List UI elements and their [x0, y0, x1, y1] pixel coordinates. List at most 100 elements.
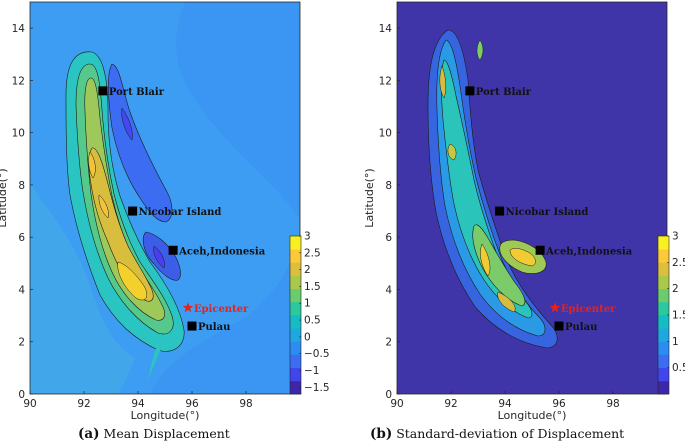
panel-a-axes: 90 92 94 96 98 0 2 4 6 8 10 12 14 Longitude(°) Latitud… [0, 23, 253, 422]
colorbar-segment [290, 341, 301, 355]
colorbar-tick-label: 2 [304, 264, 311, 276]
panel-b-blob-north-2 [476, 39, 484, 61]
location-label: Epicenter [561, 304, 616, 315]
panel-b-colorbar: 3 2.5 2 1.5 1 0.5 [657, 231, 685, 395]
colorbar-tick-label: −0.5 [304, 348, 330, 360]
colorbar-segment [290, 354, 301, 369]
epicenter-star [182, 302, 194, 313]
panel-b-blob-north [439, 65, 446, 99]
colorbar-tick-label: 1 [304, 298, 311, 310]
panel-b-blob-mid [480, 243, 491, 277]
location-marker [128, 206, 138, 216]
panel-b-contour-4 [472, 224, 526, 307]
colorbar-segment [658, 236, 669, 250]
x-tick-label: 96 [552, 398, 566, 410]
panel-a: 90 92 94 96 9802468101214Longitude(°)Latitud… [0, 1, 330, 422]
colorbar-tick-label: 3 [304, 231, 311, 243]
location-marker [535, 245, 545, 255]
panel-b: 90 92 94 96 9802468101214Longitude(°)Latitud… [363, 1, 685, 422]
panel-a-hotspot-3 [98, 194, 109, 219]
colorbar-segment [658, 354, 669, 369]
panel-a-sliver [148, 342, 162, 380]
panel-a-hotspot-2 [117, 261, 147, 301]
y-tick-label: 6 [18, 232, 25, 244]
y-tick-label: 2 [385, 337, 392, 349]
colorbar-segment [658, 328, 669, 342]
colorbar-tick-label: 0.5 [672, 362, 685, 374]
location-label: Aceh,Indonesia [545, 246, 633, 257]
colorbar-segment [658, 315, 669, 329]
panel-a-contour-4 [88, 147, 154, 302]
y-tick-label: 4 [385, 284, 392, 296]
location-label: Epicenter [194, 304, 249, 315]
panel-a-field [30, 2, 300, 394]
colorbar-tick-label: 0 [304, 331, 311, 343]
panel-b-caption: (b) Standard-deviation of Displacement [370, 426, 624, 442]
panel-a-low-core-2 [121, 107, 133, 141]
colorbar-segment [290, 367, 301, 382]
panel-b-frame [396, 1, 668, 395]
colorbar-segment [290, 328, 301, 342]
y-tick-label: 6 [385, 232, 392, 244]
panel-b-axes: 90 92 94 96 98 0 2 4 6 8 10 12 14 Longitude(°) Latitud… [363, 23, 620, 422]
location-marker [465, 86, 475, 96]
colorbar-segment [290, 262, 301, 276]
panel-a-low-core [153, 245, 165, 269]
panel-b-blob-aceh-core [509, 248, 536, 267]
x-tick-label: 98 [606, 398, 619, 410]
colorbar-tick-label: 2 [672, 283, 679, 295]
panel-a-low-zone [107, 63, 173, 223]
colorbar-segment [290, 288, 301, 303]
location-label: Aceh,Indonesia [178, 246, 266, 257]
y-axis-label: Latitude(°) [0, 168, 9, 227]
y-tick-label: 4 [18, 284, 25, 296]
colorbar-segment [658, 380, 669, 395]
x-tick-label: 94 [498, 398, 512, 410]
location-label: Port Blair [109, 87, 165, 98]
colorbar-tick-label: 2.5 [672, 257, 685, 269]
panel-a-caption: (a) Mean Displacement [78, 426, 230, 442]
colorbar-segment [658, 262, 669, 276]
x-tick-label: 90 [390, 398, 403, 410]
x-axis-label: Longitude(°) [498, 409, 567, 422]
y-tick-label: 10 [379, 128, 392, 140]
y-tick-label: 8 [385, 180, 392, 192]
colorbar-segment [658, 275, 669, 290]
location-label: Pulau [565, 322, 597, 333]
panel-b-contour-2 [436, 39, 546, 337]
x-tick-label: 90 [23, 398, 36, 410]
y-tick-label: 10 [12, 128, 25, 140]
colorbar-segment [290, 380, 301, 395]
colorbar-frame [289, 235, 302, 395]
y-tick-label: 14 [12, 23, 26, 35]
panel-a-colorbar: 3 2.5 2 1.5 1 0.5 0 −0.5 −1 −1.5 [289, 231, 330, 395]
x-tick-label: 94 [131, 398, 145, 410]
panel-b-field [397, 2, 667, 394]
panel-b-caption-text: Standard-deviation of Displacement [396, 426, 625, 441]
colorbar-tick-label: −1 [304, 365, 319, 377]
panel-a-caption-label: (a) [78, 426, 100, 442]
colorbar-segment [290, 301, 301, 316]
panel-a-region-east-zero [150, 2, 300, 394]
location-marker [554, 321, 564, 331]
y-tick-label: 0 [18, 389, 25, 401]
y-tick-label: 12 [379, 75, 392, 87]
panel-a-markers: Port Blair Nicobar Island Aceh,Indonesia Ep… [98, 86, 266, 333]
y-tick-label: 12 [12, 75, 25, 87]
location-label: Port Blair [476, 87, 532, 98]
colorbar-tick-label: 2.5 [304, 247, 321, 259]
location-marker [495, 206, 505, 216]
x-tick-label: 98 [239, 398, 252, 410]
colorbar-segment [290, 275, 301, 290]
colorbar-tick-label: 0.5 [304, 315, 321, 327]
colorbar-tick-label: 3 [672, 231, 679, 243]
x-tick-label: 92 [77, 398, 90, 410]
x-axis-label: Longitude(°) [131, 409, 200, 422]
colorbar-segment [658, 288, 669, 303]
colorbar-tick-label: 1 [672, 336, 679, 348]
panel-a-caption-text: Mean Displacement [103, 426, 230, 441]
colorbar-segment [658, 301, 669, 316]
y-tick-label: 0 [385, 389, 392, 401]
colorbar-segment [290, 236, 301, 250]
